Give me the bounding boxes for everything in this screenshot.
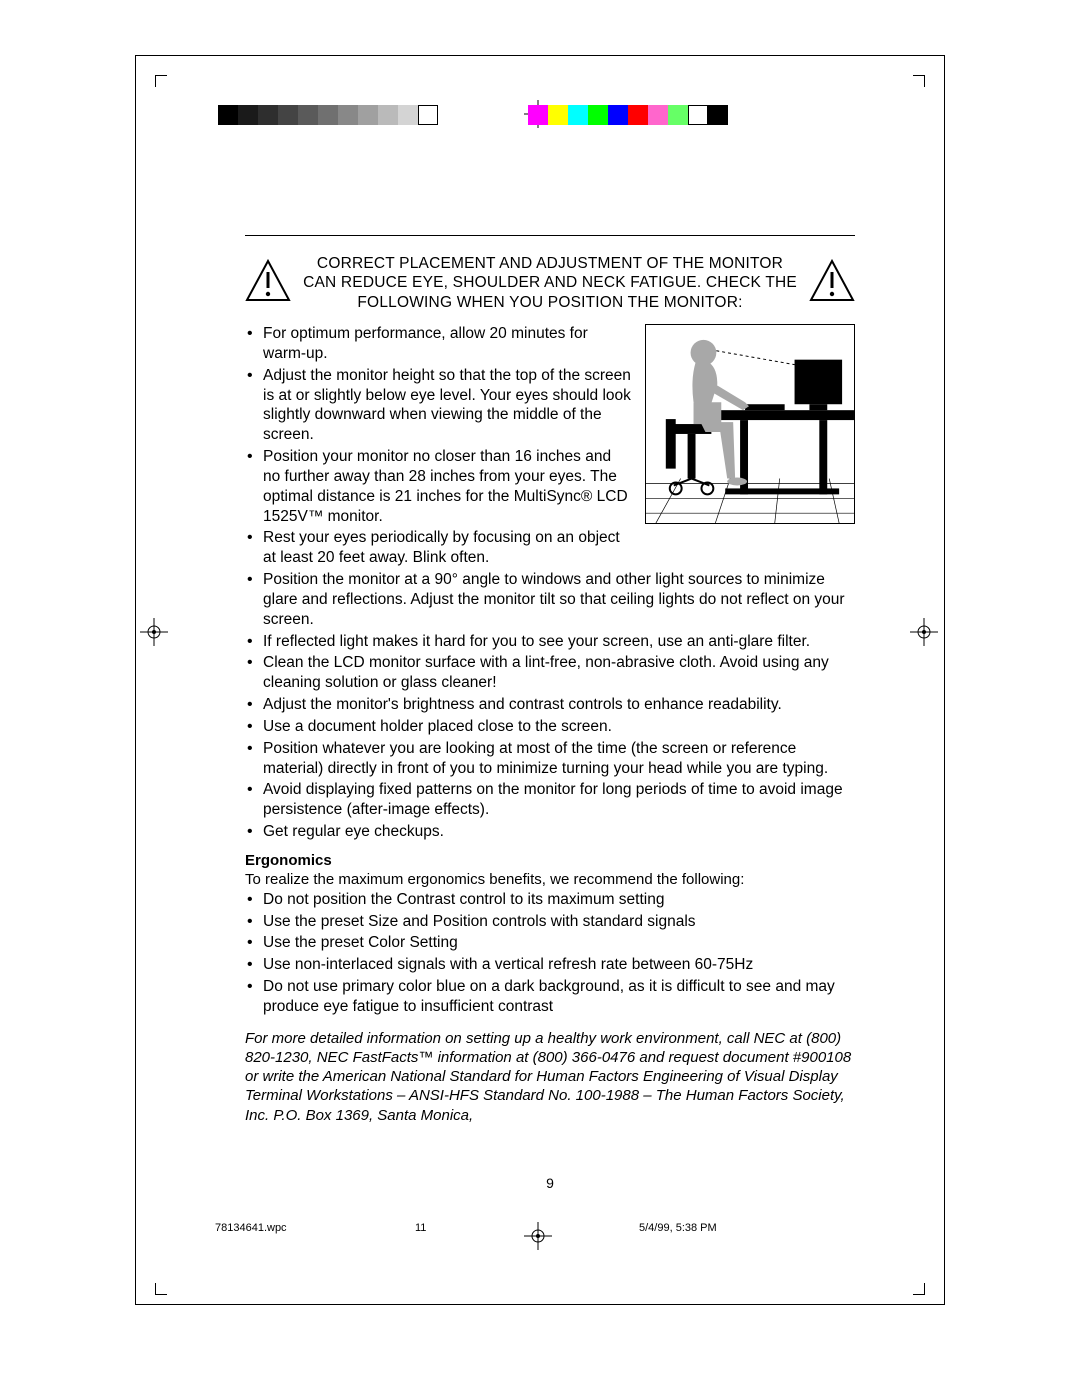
printer-color-bar [218,105,728,127]
list-item: Adjust the monitor's brightness and cont… [245,695,855,715]
list-item: Do not use primary color blue on a dark … [245,977,855,1017]
list-item: Get regular eye checkups. [245,822,855,842]
color-swatch [358,105,378,125]
list-item: Use the preset Color Setting [245,933,855,953]
color-swatch [628,105,648,125]
color-swatch [418,105,438,125]
warning-triangle-icon [809,258,855,309]
warning-triangle-icon [245,258,291,309]
color-swatch [648,105,668,125]
color-swatch [398,105,418,125]
list-item: Rest your eyes periodically by focusing … [245,528,855,568]
color-swatch [708,105,728,125]
list-item: Use the preset Size and Position control… [245,912,855,932]
list-item: Use a document holder placed close to th… [245,717,855,737]
print-footer: 78134641.wpc 11 5/4/99, 5:38 PM [215,1222,865,1234]
horizontal-rule [245,235,855,236]
color-swatch [528,105,548,125]
list-item: If reflected light makes it hard for you… [245,632,855,652]
list-item: Use non-interlaced signals with a vertic… [245,955,855,975]
color-swatch [218,105,238,125]
warning-text: CORRECT PLACEMENT AND ADJUSTMENT OF THE … [303,254,797,312]
corner-mark [155,75,167,87]
color-swatch [318,105,338,125]
color-swatch [548,105,568,125]
list-item: Position the monitor at a 90° angle to w… [245,570,855,629]
list-item: Clean the LCD monitor surface with a lin… [245,653,855,693]
footer-sheet: 11 [415,1222,575,1234]
registration-mark-icon [910,618,938,646]
list-item: For optimum performance, allow 20 minute… [245,324,855,364]
corner-mark [913,75,925,87]
corner-mark [155,1283,167,1295]
ergonomics-heading: Ergonomics [245,852,855,869]
list-item: Avoid displaying fixed patterns on the m… [245,780,855,820]
registration-mark-icon [140,618,168,646]
footer-filename: 78134641.wpc [215,1222,415,1234]
ergonomics-intro: To realize the maximum ergonomics benefi… [245,871,855,888]
warning-banner: CORRECT PLACEMENT AND ADJUSTMENT OF THE … [245,254,855,312]
list-item: Position whatever you are looking at mos… [245,739,855,779]
ergonomics-list: Do not position the Contrast control to … [245,890,855,1017]
color-swatch [298,105,318,125]
list-item: Adjust the monitor height so that the to… [245,366,855,445]
color-swatch [258,105,278,125]
color-swatch [338,105,358,125]
color-swatch [568,105,588,125]
color-swatch [688,105,708,125]
footer-timestamp: 5/4/99, 5:38 PM [575,1222,865,1234]
color-swatch [668,105,688,125]
guidance-list: For optimum performance, allow 20 minute… [245,324,855,842]
footnote-text: For more detailed information on setting… [245,1029,855,1125]
color-swatch [588,105,608,125]
document-content: CORRECT PLACEMENT AND ADJUSTMENT OF THE … [245,235,855,1125]
list-item: Position your monitor no closer than 16 … [245,447,855,526]
corner-mark [913,1283,925,1295]
color-swatch [378,105,398,125]
list-item: Do not position the Contrast control to … [245,890,855,910]
page-number: 9 [245,1175,855,1191]
color-swatch [608,105,628,125]
color-swatch [238,105,258,125]
color-swatch [278,105,298,125]
